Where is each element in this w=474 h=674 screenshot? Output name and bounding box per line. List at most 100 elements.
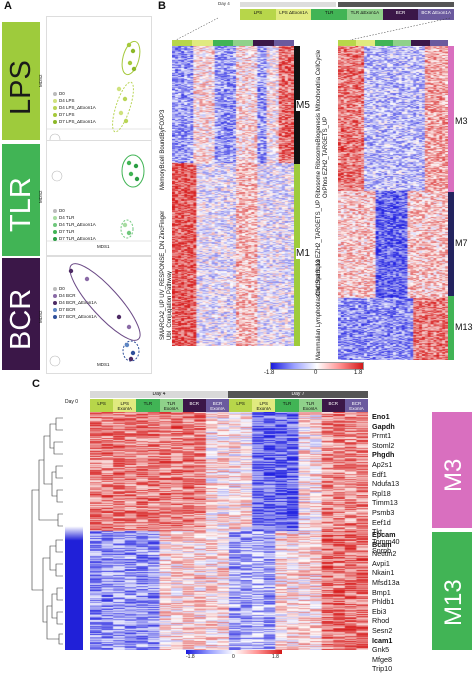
m3-label: M3 xyxy=(455,116,468,126)
mds2-axis-label: MDS2 xyxy=(38,310,43,323)
bcr-d0-cluster xyxy=(49,355,61,367)
cond-tlr: TLR xyxy=(311,9,348,20)
gene-label: Mfge8 xyxy=(372,654,392,664)
bcr-point xyxy=(68,268,74,274)
tlr-d7-cluster xyxy=(120,219,134,239)
gene-label: Rpl18 xyxy=(372,488,391,498)
mds1-axis-label: MDS1 xyxy=(97,362,110,367)
m3-description: Ribosome RibosomeBiogenesis Mitochondria… xyxy=(316,49,329,198)
tlr-point xyxy=(128,171,134,177)
panel-c-m13-label: M13 xyxy=(440,579,467,626)
panel-b-scale-mid: 0 xyxy=(314,370,318,376)
panel-c-day0-col xyxy=(65,412,83,650)
lps-point xyxy=(116,86,122,92)
tlr-point xyxy=(126,160,132,166)
mds1-axis-label: MDS1 xyxy=(97,244,110,249)
panel-a-label: A xyxy=(4,0,12,12)
cond-lps-exon: LPS ΔExon1A xyxy=(275,9,312,20)
tlr-d0-cluster xyxy=(51,170,63,182)
panel-c-day7-bar: Day 7 xyxy=(228,391,368,398)
bcr-condition-band: BCR xyxy=(2,258,40,370)
cond-bcr-exon: BCR ΔExon1A xyxy=(418,9,455,20)
m5-label: M5 xyxy=(296,100,310,111)
bcr-scatter xyxy=(49,263,141,367)
gene-label: Eef1d xyxy=(372,517,391,527)
gene-label: Ap2s1 xyxy=(372,459,393,469)
bcr-legend: D0 D4 BCR D4 BCR_ΔExon1A D7 BCR D7 BCR_Δ… xyxy=(53,285,97,320)
panel-c-label: C xyxy=(32,378,40,390)
panel-c-day0: Day 0 xyxy=(65,399,79,405)
gene-label: Ebi3 xyxy=(372,606,387,616)
gene-label: Icam1 xyxy=(372,635,393,645)
gene-label: Bmp1 xyxy=(372,587,391,597)
tlr-scatter xyxy=(47,154,151,242)
gene-label: Stoml2 xyxy=(372,440,395,450)
panel-c-color-scale xyxy=(186,650,282,654)
panel-b-top-header: Day 4 Day 7 LPS LPS ΔExon1A TLR TLR ΔExo… xyxy=(218,2,455,20)
m3-module-band: M3 xyxy=(432,412,472,528)
panel-c-scale-min: -1.8 xyxy=(186,654,195,660)
left-heatmap xyxy=(172,46,294,346)
right-heatmap xyxy=(338,46,448,360)
panel-b-color-scale xyxy=(270,362,364,370)
tlr-point xyxy=(122,222,128,228)
bcr-point xyxy=(124,342,130,348)
lps-point xyxy=(127,60,133,66)
bcr-point xyxy=(126,324,132,330)
gene-label: Bcam xyxy=(372,539,392,549)
lps-d7-cluster xyxy=(112,81,134,133)
panel-b-label: B xyxy=(158,0,166,12)
gene-label: Avpi1 xyxy=(372,558,390,568)
gene-label: Gnk5 xyxy=(372,645,390,655)
lps-point xyxy=(130,48,136,54)
tlr-point xyxy=(134,176,140,182)
cond-tlr-exon: TLR ΔExon1A xyxy=(347,9,383,20)
mds-plot-bcr: MDS2 MDS1 D0 D4 BCR D4 BCR_ΔExon1A D7 BC… xyxy=(38,256,152,374)
panel-b-scale-max: 1.8 xyxy=(354,370,363,376)
lps-point xyxy=(123,118,129,124)
day4-bar xyxy=(240,2,336,7)
left-heatmap-header xyxy=(172,40,294,46)
gene-label: Sesn2 xyxy=(372,625,393,635)
mds-plot-tlr: MDS2 MDS1 D0 D4 TLR D4 TLR_ΔExon1A D7 TL… xyxy=(38,140,152,256)
lps-point xyxy=(126,42,132,48)
gene-label: Nkain1 xyxy=(372,568,395,578)
m3-gene-list: Eno1 Gapdh Prmt1 Stoml2 Phgdh Ap2s1 Edf1 Ndufa1… xyxy=(372,412,400,556)
m3-module-bar xyxy=(448,46,454,192)
panel-b-scale-min: -1.8 xyxy=(264,370,275,376)
tlr-point xyxy=(126,230,132,236)
cond-bcr: BCR xyxy=(382,9,419,20)
gene-label: Trip10 xyxy=(372,664,393,674)
m13-description: Mammalian Lymphoblastoid StemLike xyxy=(316,258,322,360)
gene-label: Snrpb xyxy=(372,546,392,556)
bcr-point xyxy=(84,276,90,282)
m7-label: M7 xyxy=(455,238,468,248)
right-heatmap-header xyxy=(338,40,448,46)
gene-label: Phldb1 xyxy=(372,597,395,607)
lps-scatter xyxy=(47,40,151,141)
panel-c-scale-mid: 0 xyxy=(232,654,235,660)
lps-legend: D0 D4 LPS D4 LPS_ΔExon1A D7 LPS D7 LPS_Δ… xyxy=(53,90,96,125)
m13-module-bar xyxy=(448,296,454,360)
bcr-d4-cluster xyxy=(69,263,141,341)
day7-bar xyxy=(338,2,454,7)
tlr-d4-cluster xyxy=(121,154,145,188)
panel-b-zoom-lines xyxy=(175,17,451,41)
mds2-axis-label: MDS2 xyxy=(38,190,43,203)
gene-label: Psmb3 xyxy=(372,507,395,517)
lps-condition-band: LPS xyxy=(2,22,40,140)
tlr-legend: D0 D4 TLR D4 TLR_ΔExon1A D7 TLR D7 TLR_Δ… xyxy=(53,207,96,242)
day4-label: Day 4 xyxy=(218,2,230,6)
gene-label: Tomm40 xyxy=(372,536,400,546)
gene-label: Ndufa13 xyxy=(372,479,400,489)
bcr-point xyxy=(130,350,136,356)
tlr-condition-label: TLR xyxy=(5,177,37,232)
gene-label: Timm13 xyxy=(372,498,398,508)
gene-label: Eno1 xyxy=(372,412,390,421)
gene-label: Prmt1 xyxy=(372,431,392,441)
lps-point xyxy=(131,66,137,72)
top-cond-row: LPS LPS ΔExon1A TLR TLR ΔExon1A BCR BCR … xyxy=(240,9,455,20)
bcr-condition-label: BCR xyxy=(5,288,37,350)
tlr-point xyxy=(133,163,139,169)
panel-c-scale-max: 1.8 xyxy=(272,654,279,660)
